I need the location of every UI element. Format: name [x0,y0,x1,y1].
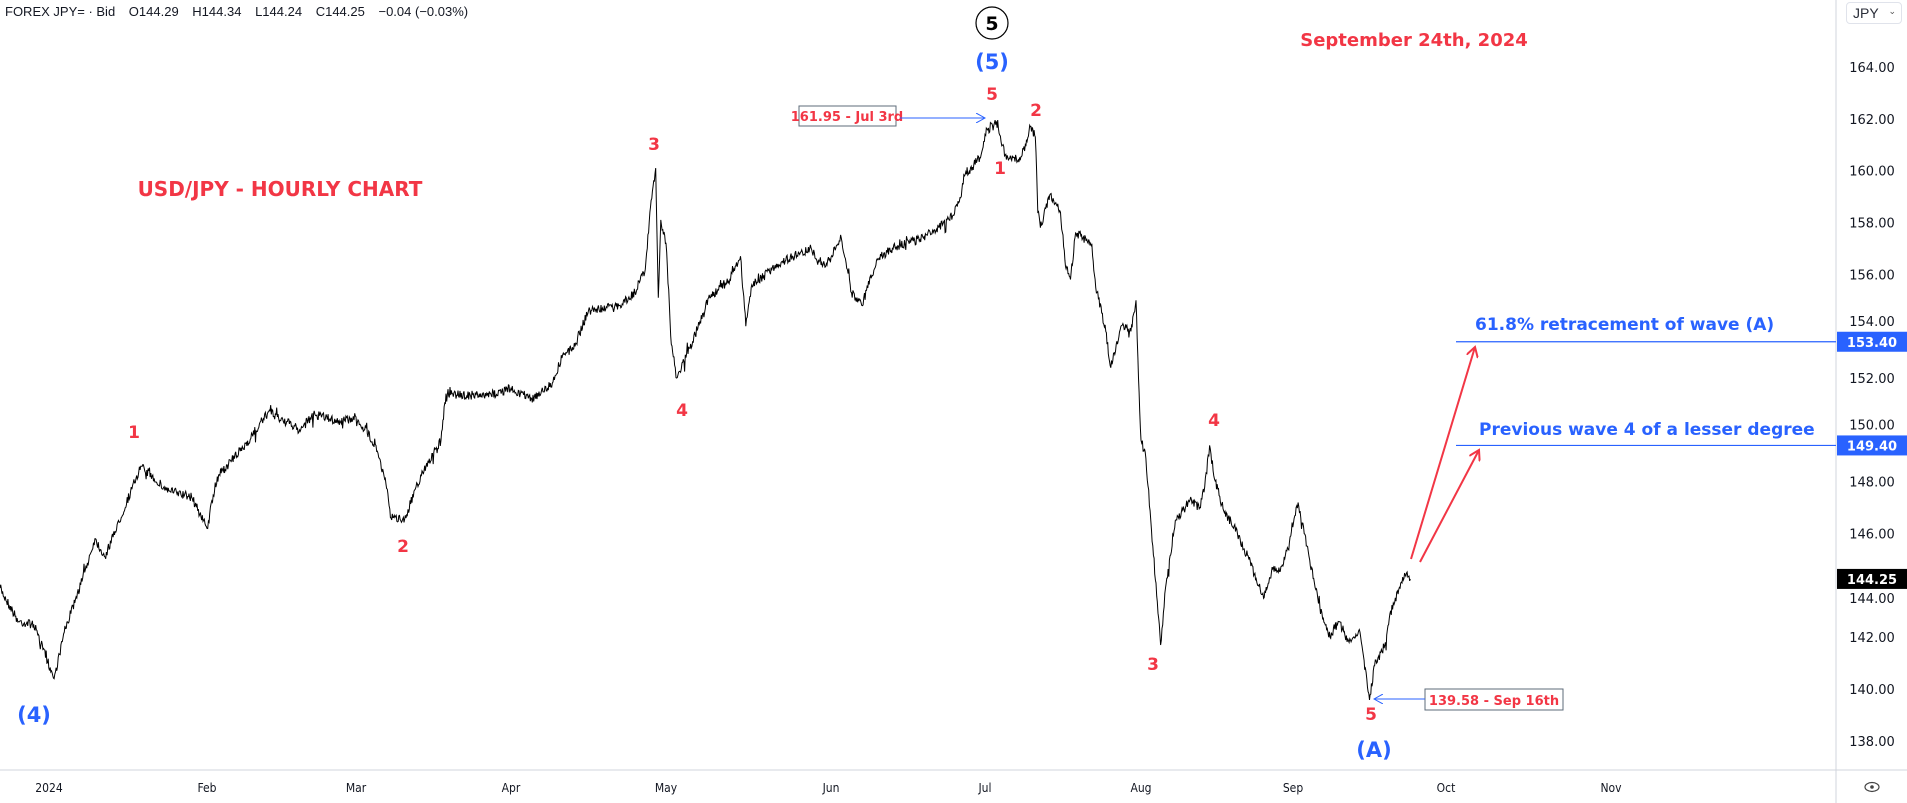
time-tick-label: 2024 [35,781,63,795]
time-tick-label: May [655,781,678,795]
last-price-label: 144.25 [1847,573,1897,588]
price-tick-label: 152.00 [1849,372,1895,387]
degree-label-5: (5) [975,50,1009,74]
price-tick-label: 160.00 [1849,165,1895,180]
wave-label-3: 3 [1147,655,1159,675]
time-tick-label: Aug [1130,781,1151,795]
circled-wave-marker [975,6,1009,40]
time-tick-label: Mar [346,781,367,795]
price-tick-label: 138.00 [1849,735,1895,750]
wave-label-1: 1 [994,159,1006,179]
wave-label-5: 5 [986,85,998,105]
time-tick-label: Jun [822,781,840,795]
circled-wave-5: 5 [985,13,998,35]
currency-selector[interactable]: JPY ⌄ [1846,2,1902,24]
time-tick-label: Feb [197,781,216,795]
time-tick-label: Apr [502,781,521,795]
time-tick-label: Nov [1600,781,1622,795]
price-tick-label: 148.00 [1849,476,1895,491]
ohlc-header: FOREX JPY= · Bid O144.29 H144.34 L144.24… [5,4,478,19]
price-tick-label: 162.00 [1849,113,1895,128]
close-value: C144.25 [315,4,365,19]
level-price-label: 153.40 [1847,336,1897,351]
price-tick-label: 158.00 [1849,217,1895,232]
level-price-label-bg [1837,331,1907,352]
price-tick-label: 150.00 [1849,418,1895,433]
currency-value: JPY [1853,5,1879,21]
price-tick-label: 154.00 [1849,315,1895,330]
open-value: O144.29 [128,4,179,19]
wave-label-1: 1 [128,423,140,443]
time-tick-label: Jul [977,781,991,795]
level-price-label-bg [1837,435,1907,456]
level-text-618: 61.8% retracement of wave (A) [1475,315,1774,335]
symbol-label: FOREX JPY= · Bid [5,4,116,19]
price-tick-label: 164.00 [1849,61,1895,76]
time-tick-label: Sep [1283,781,1304,795]
eye-icon[interactable] [1864,781,1880,793]
wave-label-2: 2 [1030,101,1042,121]
last-price-label-bg [1837,568,1907,589]
level-text-wave4: Previous wave 4 of a lesser degree [1479,420,1815,440]
wave-label-4: 4 [676,401,688,421]
degree-label-A: (A) [1356,738,1391,762]
high-callout-box [798,105,897,127]
chevron-down-icon: ⌄ [1888,6,1896,16]
price-tick-label: 144.00 [1849,592,1895,607]
price-axis[interactable]: 164.00 162.00 160.00 158.00 156.00 154.00 152.… [1849,61,1895,750]
wave-label-2: 2 [397,537,409,557]
chart-title: USD/JPY - HOURLY CHART [138,177,423,201]
projection-arrow-wave4 [1419,450,1479,563]
wave-label-4: 4 [1208,411,1220,431]
price-series-line [0,119,1411,701]
degree-label-4: (4) [17,703,51,727]
low-value: L144.24 [255,4,303,19]
level-price-label: 149.40 [1847,439,1897,454]
wave-label-5: 5 [1365,705,1377,725]
price-tick-label: 140.00 [1849,683,1895,698]
time-axis[interactable]: 2024 Feb Mar Apr May Jun Jul Aug Sep Oct Nov [35,781,1622,795]
change-value: −0.04 (−0.03%) [378,4,469,19]
high-callout-text: 161.95 - Jul 3rd [791,110,903,125]
date-title: September 24th, 2024 [1300,30,1528,51]
time-tick-label: Oct [1437,781,1456,795]
projection-arrow-618 [1410,347,1475,560]
price-tick-label: 146.00 [1849,528,1895,543]
high-value: H144.34 [192,4,242,19]
wave-label-3: 3 [648,135,660,155]
price-tick-label: 156.00 [1849,268,1895,283]
price-tick-label: 142.00 [1849,631,1895,646]
low-callout-text: 139.58 - Sep 16th [1429,694,1559,709]
